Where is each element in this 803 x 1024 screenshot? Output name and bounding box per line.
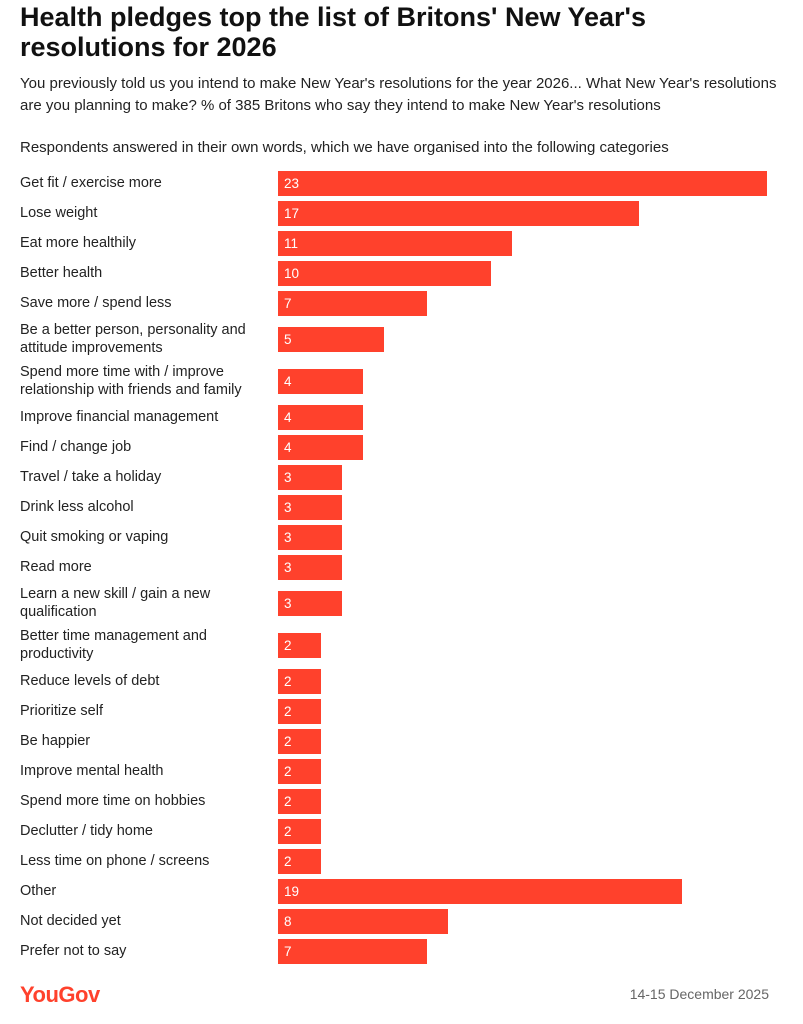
category-label: Learn a new skill / gain a new qualifica… — [20, 586, 211, 620]
bar — [278, 698, 321, 724]
survey-date: 14-15 December 2025 — [629, 986, 769, 1002]
category-label: Spend more time with / improve relations… — [20, 364, 242, 398]
category-label: Eat more healthily — [20, 235, 137, 251]
category-label: Quit smoking or vaping — [20, 529, 169, 545]
bar-value-label: 10 — [284, 265, 300, 281]
bar-value-label: 4 — [284, 439, 292, 455]
bar — [278, 632, 321, 658]
category-label: Declutter / tidy home — [20, 823, 153, 839]
chart-subtitle: You previously told us you intend to mak… — [20, 75, 777, 114]
bar-value-label: 2 — [284, 637, 292, 653]
bar-value-label: 3 — [284, 529, 292, 545]
bar-value-label: 3 — [284, 559, 292, 575]
category-label: Improve mental health — [20, 763, 164, 779]
category-label: Be a better person, personality and atti… — [20, 322, 246, 356]
chart-title: Health pledges top the list of Britons' … — [20, 2, 646, 62]
bar — [278, 818, 321, 844]
bar-value-label: 23 — [284, 175, 300, 191]
bar-value-label: 7 — [284, 943, 292, 959]
bar-value-label: 2 — [284, 703, 292, 719]
bar-chart: Get fit / exercise more 23 Lose weight 17 Ea… — [0, 168, 803, 968]
bar — [278, 230, 512, 256]
bar-value-label: 2 — [284, 763, 292, 779]
bar-value-label: 2 — [284, 793, 292, 809]
bar — [278, 170, 767, 196]
category-label: Get fit / exercise more — [20, 175, 162, 191]
bar-value-label: 3 — [284, 469, 292, 485]
bar-value-label: 2 — [284, 853, 292, 869]
category-label: Find / change job — [20, 439, 132, 455]
bar — [278, 404, 364, 430]
bar — [278, 464, 342, 490]
bar — [278, 290, 427, 316]
bar — [278, 260, 491, 286]
bar — [278, 326, 385, 352]
bar-value-label: 2 — [284, 823, 292, 839]
category-label: Save more / spend less — [20, 295, 172, 311]
bar — [278, 788, 321, 814]
bar-value-label: 19 — [284, 883, 300, 899]
bar — [278, 878, 682, 904]
category-label: Be happier — [20, 733, 91, 749]
bar — [278, 524, 342, 550]
bar-value-label: 5 — [284, 331, 292, 347]
bar — [278, 758, 321, 784]
category-label: Improve financial management — [20, 409, 219, 425]
yougov-logo: YouGov — [20, 982, 100, 1007]
bar-value-label: 17 — [284, 205, 300, 221]
bar — [278, 848, 321, 874]
category-label: Better time management and productivity — [20, 628, 207, 662]
bar — [278, 200, 640, 226]
bar-value-label: 11 — [284, 235, 299, 251]
category-label: Lose weight — [20, 205, 98, 221]
bar-value-label: 3 — [284, 499, 292, 515]
bar-value-label: 2 — [284, 673, 292, 689]
bar-value-label: 4 — [284, 373, 292, 389]
bar-value-label: 3 — [284, 595, 292, 611]
bar — [278, 368, 364, 394]
bar — [278, 554, 342, 580]
bar — [278, 728, 321, 754]
category-label: Spend more time on hobbies — [20, 793, 206, 809]
category-label: Better health — [20, 265, 103, 281]
category-label: Less time on phone / screens — [20, 853, 210, 869]
bar — [278, 434, 364, 460]
chart-note: Respondents answered in their own words,… — [20, 139, 669, 156]
bar — [278, 590, 342, 616]
category-label: Reduce levels of debt — [20, 673, 160, 689]
category-label: Other — [20, 883, 57, 899]
category-label: Prefer not to say — [20, 943, 127, 959]
bar-value-label: 4 — [284, 409, 292, 425]
category-label: Travel / take a holiday — [20, 469, 162, 485]
category-label: Prioritize self — [20, 703, 103, 719]
bar — [278, 668, 321, 694]
category-label: Drink less alcohol — [20, 499, 134, 515]
bar — [278, 938, 427, 964]
bar — [278, 908, 449, 934]
bar-value-label: 7 — [284, 295, 292, 311]
bar — [278, 494, 342, 520]
bar-value-label: 8 — [284, 913, 292, 929]
category-label: Read more — [20, 559, 92, 575]
bar-value-label: 2 — [284, 733, 292, 749]
category-label: Not decided yet — [20, 913, 121, 929]
